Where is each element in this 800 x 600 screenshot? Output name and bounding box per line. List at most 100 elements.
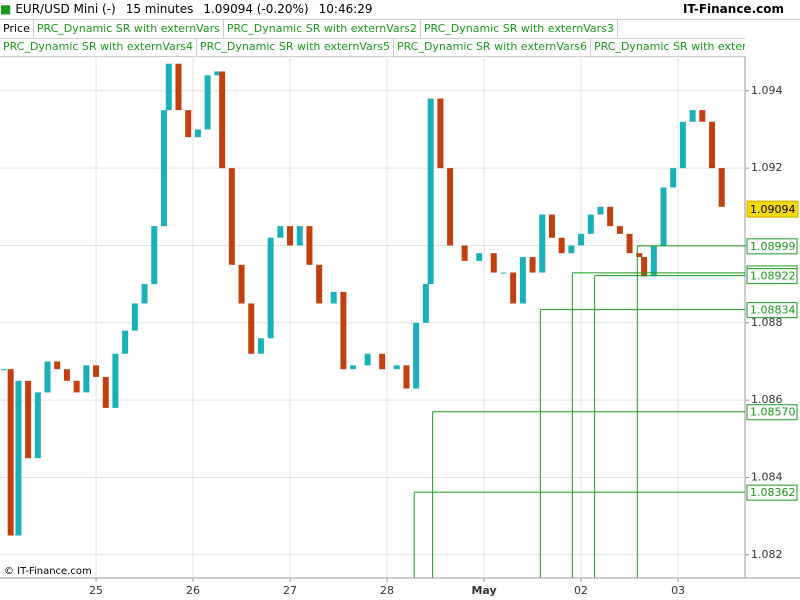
x-tick-label: 25	[89, 584, 103, 597]
label-box	[746, 302, 798, 319]
tab-row: PRC_Dynamic SR with externVars4 PRC_Dynam…	[0, 38, 745, 57]
candle	[476, 253, 483, 261]
candle	[160, 110, 167, 227]
candle	[379, 353, 386, 370]
candle	[122, 330, 129, 354]
label-box	[746, 238, 798, 255]
candle	[427, 98, 434, 285]
candle	[238, 264, 245, 304]
footer: © IT-Finance.com	[4, 566, 92, 577]
candle	[587, 214, 594, 234]
level-label: 1.08362	[746, 484, 798, 501]
candle	[7, 369, 14, 536]
candle	[413, 322, 420, 389]
candle	[131, 303, 138, 331]
candle	[63, 369, 70, 381]
candle	[330, 291, 337, 304]
timeframe: 15 minutes	[125, 2, 194, 16]
candle	[25, 380, 32, 459]
level-label: 1.08999	[746, 238, 798, 255]
candle	[267, 237, 274, 339]
y-tick-label: 1.082	[751, 548, 783, 561]
x-tick-label: 26	[186, 584, 200, 597]
candle	[709, 121, 716, 169]
legend-tab[interactable]: PRC_Dynamic SR with externVars7	[591, 38, 745, 56]
candle	[558, 237, 565, 254]
candle	[490, 253, 497, 273]
candle	[500, 272, 507, 274]
candle	[185, 110, 192, 138]
candle	[670, 168, 677, 188]
candle	[350, 365, 357, 370]
candle	[175, 63, 182, 111]
candle	[141, 284, 148, 304]
candle	[219, 71, 226, 169]
candle	[689, 110, 696, 122]
candle	[437, 98, 444, 169]
candle	[626, 233, 633, 254]
candle	[403, 365, 410, 389]
x-tick-label: May	[471, 584, 496, 597]
candle	[699, 110, 706, 122]
candle	[529, 257, 536, 273]
label-box	[746, 484, 798, 501]
level-label: 1.08834	[746, 302, 798, 319]
candle	[306, 226, 313, 265]
candle	[364, 353, 371, 366]
y-tick-label: 1.086	[751, 393, 783, 406]
candle	[578, 233, 585, 246]
legend-tab[interactable]: PRC_Dynamic SR with externVars2	[224, 20, 421, 38]
legend-tab[interactable]: Price	[0, 20, 34, 38]
symbol: EUR/USD Mini (-)	[15, 2, 116, 16]
level-value: 1.08570	[750, 406, 796, 419]
candle	[641, 257, 648, 277]
x-tick-label: 28	[380, 584, 394, 597]
candle	[519, 257, 526, 304]
candle	[15, 380, 22, 536]
candle	[248, 303, 255, 354]
y-tick-label: 1.088	[751, 316, 783, 329]
level-value: 1.08362	[750, 486, 796, 499]
candle	[636, 253, 643, 258]
x-tick-label: 27	[283, 584, 297, 597]
level-value: 1.08922	[750, 270, 796, 283]
candle	[718, 168, 725, 207]
candle	[597, 206, 604, 215]
y-tick-label: 1.092	[751, 161, 783, 174]
legend-tab[interactable]: PRC_Dynamic SR with externVars6	[394, 38, 592, 56]
tab-row: Price PRC_Dynamic SR with externVars PRC_D…	[0, 20, 745, 39]
candle	[607, 206, 614, 227]
candle	[102, 376, 109, 408]
candle	[228, 168, 235, 265]
level-value: 1.08834	[750, 304, 796, 317]
label-box	[746, 404, 798, 421]
candle	[422, 284, 429, 323]
candle	[316, 264, 323, 304]
candle	[461, 245, 468, 261]
legend-tab[interactable]: PRC_Dynamic SR with externVars5	[197, 38, 395, 56]
candle	[296, 226, 303, 246]
candle	[204, 75, 211, 130]
brand: IT-Finance.com	[682, 2, 784, 16]
candle	[257, 338, 264, 354]
candle	[151, 226, 158, 285]
level-value: 1.08999	[750, 240, 796, 253]
candle	[73, 380, 80, 393]
candle	[393, 365, 400, 370]
candle	[277, 226, 284, 238]
candle	[44, 361, 51, 393]
candle	[616, 226, 623, 234]
candle	[83, 365, 90, 393]
candle	[447, 168, 454, 246]
legend-tab[interactable]: PRC_Dynamic SR with externVars3	[421, 20, 618, 38]
price-box	[746, 200, 799, 218]
legend-tab[interactable]: PRC_Dynamic SR with externVars4	[0, 38, 198, 56]
clock: 10:46:29	[318, 2, 373, 16]
level-label: 1.08922	[746, 268, 798, 285]
y-tick-label: 1.084	[751, 470, 783, 483]
legend-tab[interactable]: PRC_Dynamic SR with externVars	[34, 20, 224, 38]
label-box	[746, 268, 798, 285]
candle	[214, 71, 221, 76]
last-price: 1.09094 (-0.20%)	[203, 2, 309, 16]
